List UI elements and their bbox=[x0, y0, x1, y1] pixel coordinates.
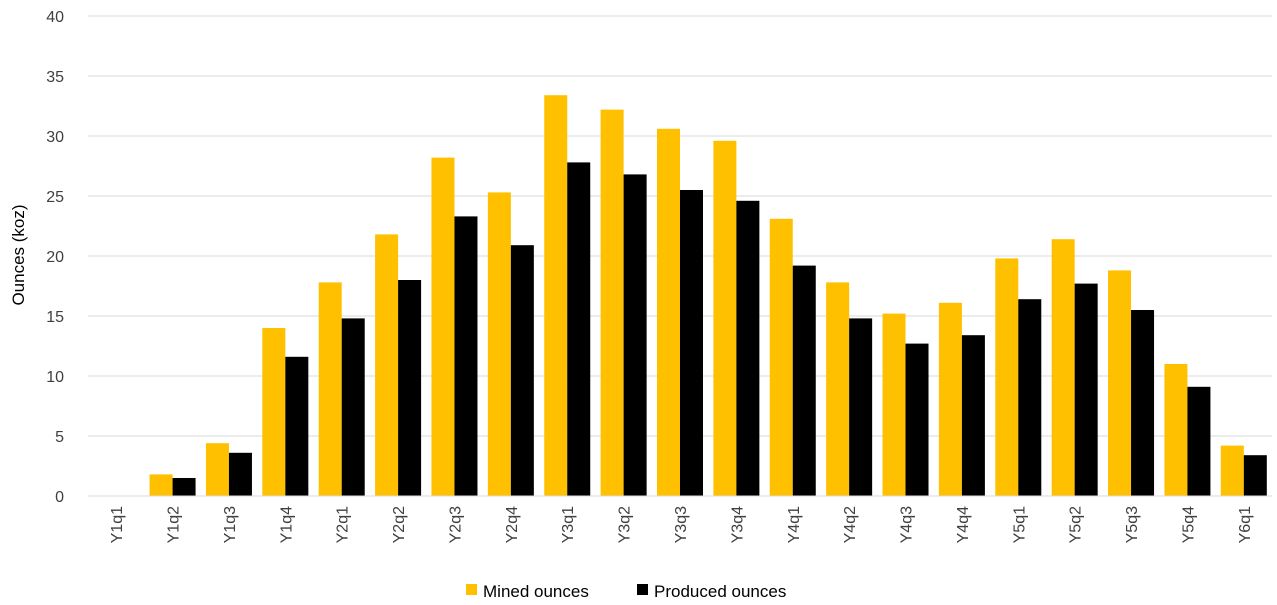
x-tick-label: Y3q4 bbox=[729, 506, 746, 543]
bar-produced-ounces bbox=[1018, 299, 1042, 496]
x-tick-label: Y3q1 bbox=[560, 506, 577, 543]
bar-mined-ounces bbox=[431, 157, 455, 496]
bar-produced-ounces bbox=[905, 343, 929, 496]
x-tick-label: Y3q2 bbox=[617, 506, 634, 543]
bar-mined-ounces bbox=[657, 128, 680, 497]
x-tick-label: Y5q2 bbox=[1068, 506, 1085, 543]
bar-mined-ounces bbox=[487, 192, 511, 496]
bar-mined-ounces bbox=[318, 282, 342, 496]
y-tick-label: 25 bbox=[46, 189, 64, 206]
bar-mined-ounces bbox=[544, 95, 568, 496]
bar-produced-ounces bbox=[398, 280, 422, 496]
x-tick-label: Y5q1 bbox=[1011, 506, 1028, 543]
y-tick-label: 40 bbox=[46, 9, 64, 26]
bar-mined-ounces bbox=[938, 302, 962, 496]
bar-mined-ounces bbox=[1220, 445, 1244, 496]
x-tick-label: Y4q4 bbox=[955, 506, 972, 543]
legend-swatch-produced bbox=[637, 584, 648, 595]
legend-label-mined: Mined ounces bbox=[483, 582, 589, 601]
bar-produced-ounces bbox=[849, 318, 873, 496]
y-tick-label: 0 bbox=[55, 489, 64, 506]
x-tick-label: Y1q2 bbox=[166, 506, 183, 543]
bar-mined-ounces bbox=[1164, 364, 1188, 496]
bar-mined-ounces bbox=[375, 234, 399, 496]
bar-mined-ounces bbox=[713, 140, 737, 497]
bar-produced-ounces bbox=[567, 162, 591, 496]
bar-mined-ounces bbox=[262, 328, 286, 496]
x-tick-label: Y4q3 bbox=[899, 506, 916, 543]
x-tick-label: Y4q2 bbox=[842, 506, 859, 543]
y-axis-tick-labels: 0 5 10 15 20 25 30 35 40 bbox=[46, 9, 64, 506]
x-tick-label: Y3q3 bbox=[673, 506, 690, 543]
bar-produced-ounces bbox=[623, 174, 647, 496]
y-axis-title: Ounces (koz) bbox=[9, 204, 28, 305]
x-tick-label: Y2q2 bbox=[391, 506, 408, 543]
x-tick-label: Y2q4 bbox=[504, 506, 521, 543]
bar-produced-ounces bbox=[736, 200, 760, 497]
bar-produced-ounces bbox=[1243, 455, 1267, 496]
bar-produced-ounces bbox=[341, 318, 365, 496]
legend: Mined ounces Produced ounces bbox=[466, 582, 786, 601]
bar-produced-ounces bbox=[285, 356, 309, 496]
bar-mined-ounces bbox=[149, 474, 173, 496]
x-tick-label: Y5q3 bbox=[1124, 506, 1141, 543]
bar-mined-ounces bbox=[1108, 270, 1132, 496]
y-tick-label: 5 bbox=[55, 429, 64, 446]
legend-label-produced: Produced ounces bbox=[654, 582, 786, 601]
bar-mined-ounces bbox=[995, 258, 1019, 496]
bar-produced-ounces bbox=[961, 335, 985, 496]
bar-produced-ounces bbox=[172, 478, 196, 496]
bar-mined-ounces bbox=[1051, 239, 1075, 496]
x-tick-label: Y5q4 bbox=[1180, 506, 1197, 543]
bar-produced-ounces bbox=[1131, 310, 1155, 496]
x-tick-label: Y1q3 bbox=[222, 506, 239, 543]
x-tick-label: Y1q1 bbox=[109, 506, 126, 543]
bar-mined-ounces bbox=[205, 443, 229, 496]
y-tick-label: 20 bbox=[46, 249, 64, 266]
bar-produced-ounces bbox=[454, 216, 478, 496]
x-axis-tick-labels: Y1q1 Y1q2 Y1q3 Y1q4 Y2q1 Y2q2 Y2q3 Y2q4 Y3q1 Y3q2… bbox=[109, 506, 1254, 543]
x-tick-label: Y2q3 bbox=[447, 506, 464, 543]
legend-swatch-mined bbox=[466, 584, 477, 595]
y-tick-label: 30 bbox=[46, 129, 64, 146]
bar-series bbox=[149, 95, 1267, 497]
y-tick-label: 10 bbox=[46, 369, 64, 386]
bar-produced-ounces bbox=[1187, 386, 1211, 496]
y-tick-label: 15 bbox=[46, 309, 64, 326]
x-tick-label: Y4q1 bbox=[786, 506, 803, 543]
bar-mined-ounces bbox=[882, 313, 906, 496]
bar-mined-ounces bbox=[826, 282, 850, 496]
x-tick-label: Y6q1 bbox=[1237, 506, 1254, 543]
bar-produced-ounces bbox=[792, 265, 816, 496]
x-tick-label: Y2q1 bbox=[335, 506, 352, 543]
bar-mined-ounces bbox=[600, 109, 624, 496]
x-tick-label: Y1q4 bbox=[278, 506, 295, 543]
bar-produced-ounces bbox=[1074, 283, 1098, 496]
bar-produced-ounces bbox=[680, 190, 703, 496]
bar-produced-ounces bbox=[510, 245, 534, 496]
y-tick-label: 35 bbox=[46, 69, 64, 86]
bar-mined-ounces bbox=[769, 218, 793, 497]
bar-produced-ounces bbox=[228, 452, 252, 496]
